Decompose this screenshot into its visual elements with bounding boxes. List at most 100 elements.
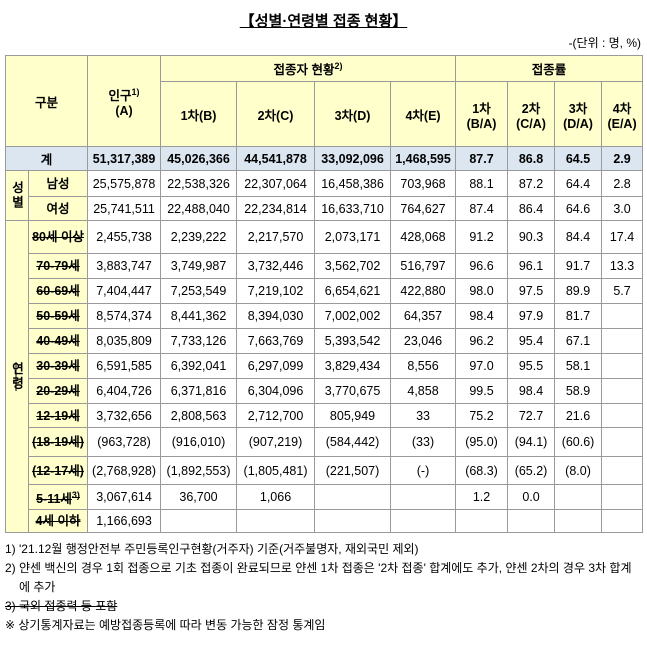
- footnote-ref: 3): [71, 489, 80, 500]
- title: 【성별·연령별 접종 현황】: [239, 13, 408, 30]
- header-text: 3차: [568, 101, 588, 116]
- cell: (60.6): [554, 427, 603, 457]
- cell: [390, 509, 457, 533]
- cell: 3,770,675: [314, 378, 392, 404]
- footnote: 2) 얀센 백신의 경우 1회 접종으로 기초 접종이 완료되므로 얀센 1차 …: [5, 561, 632, 594]
- cell: (8.0): [554, 456, 603, 485]
- row-label-text: 70-79세: [36, 259, 80, 273]
- cell: 764,627: [390, 196, 457, 221]
- row: 성별 남성 25,575,878 22,538,326 22,307,064 16,458…: [5, 170, 644, 221]
- cell: 99.5: [455, 378, 509, 404]
- cell: 64.5: [554, 146, 603, 171]
- cell: 7,219,102: [236, 278, 316, 304]
- table: 구분 인구1) (A) 접종자 현황2) 접종률 1차(B) 2차(C) 3차(D) 4…: [4, 55, 644, 533]
- cell: 7,663,769: [236, 328, 316, 354]
- cell: 58.9: [554, 378, 603, 404]
- cell: 422,880: [390, 278, 457, 304]
- header-cell: 2차 (C/A): [507, 81, 556, 147]
- cell: 87.2: [507, 170, 556, 197]
- row-label: (12-17세): [27, 456, 89, 485]
- cell: [601, 378, 644, 404]
- header-cell: 접종자 현황2): [160, 55, 457, 82]
- cell: 95.4: [507, 328, 556, 354]
- header-cell: 4차(E): [390, 81, 457, 147]
- cell: 91.7: [554, 253, 603, 279]
- cell: 87.4: [455, 196, 509, 221]
- row-label-text: 5-11세: [36, 492, 72, 507]
- header-text: (B/A): [466, 116, 497, 131]
- row: 5-11세3) 3,067,614 36,700 1,066 1.2 0.0: [6, 484, 644, 510]
- cell: 86.8: [507, 146, 556, 171]
- cell: (1,892,553): [160, 456, 238, 485]
- row-label-text: 80세 이상: [32, 230, 84, 244]
- cell: 13.3: [601, 253, 644, 279]
- cell: 1.2: [455, 484, 509, 510]
- cell: [554, 484, 603, 510]
- cell: 17.4: [601, 220, 644, 254]
- cell: 6,392,041: [160, 353, 238, 379]
- cell: (65.2): [507, 456, 556, 485]
- cell: 703,968: [390, 170, 457, 197]
- header-text: 4차: [612, 101, 632, 116]
- cell: 23,046: [390, 328, 457, 354]
- cell: (94.1): [507, 427, 556, 457]
- cell: [601, 303, 644, 329]
- cell: 84.4: [554, 220, 603, 254]
- cell: 64.4: [554, 170, 603, 197]
- row-label: 남성: [27, 170, 89, 197]
- cell: 1,066: [236, 484, 316, 510]
- cell: 67.1: [554, 328, 603, 354]
- cell: 5.7: [601, 278, 644, 304]
- cell: 98.4: [507, 378, 556, 404]
- row-label-text: 30-39세: [36, 359, 80, 373]
- cell: 3,562,702: [314, 253, 392, 279]
- cell: 45,026,366: [160, 146, 238, 171]
- cell: (2,768,928): [87, 456, 162, 485]
- cell: 64,357: [390, 303, 457, 329]
- cell: [601, 509, 644, 533]
- cell: (68.3): [455, 456, 509, 485]
- cell: 2,073,171: [314, 220, 392, 254]
- cell: 96.2: [455, 328, 509, 354]
- header: 구분 인구1) (A) 접종자 현황2) 접종률 1차(B) 2차(C) 3차(D) 4…: [4, 55, 644, 147]
- cell: 88.1: [455, 170, 509, 197]
- cell: 8,441,362: [160, 303, 238, 329]
- cell: 72.7: [507, 403, 556, 428]
- cell: (221,507): [314, 456, 392, 485]
- cell: 6,371,816: [160, 378, 238, 404]
- cell: 95.5: [507, 353, 556, 379]
- footnote: 1) '21.12월 행정안전부 주민등록인구현황(거주자) 기준(거주불명자,…: [5, 542, 419, 556]
- cell: 51,317,389: [87, 146, 162, 171]
- cell: 75.2: [455, 403, 509, 428]
- cell: 7,253,549: [160, 278, 238, 304]
- header-text: 1차: [472, 101, 491, 116]
- cell: (907,219): [236, 427, 316, 457]
- header-text: 2차: [521, 101, 541, 116]
- cell: 36,700: [160, 484, 238, 510]
- row-label-text: (18-19세): [32, 435, 84, 449]
- cell: 3.0: [601, 196, 644, 221]
- footnote-ref: 2): [334, 60, 343, 71]
- header-cell: 4차 (E/A): [601, 81, 644, 147]
- cell: 22,234,814: [236, 196, 316, 221]
- cell: (95.0): [455, 427, 509, 457]
- cell: 22,307,064: [236, 170, 316, 197]
- cell: 6,404,726: [87, 378, 162, 404]
- cell: 7,404,447: [87, 278, 162, 304]
- cell: [601, 403, 644, 428]
- cell: 44,541,878: [236, 146, 316, 171]
- cell: 1,166,693: [87, 509, 162, 533]
- cell: 98.4: [455, 303, 509, 329]
- cell: 16,458,386: [314, 170, 392, 197]
- cell: 33,092,096: [314, 146, 392, 171]
- row: 60-69세 7,404,447 7,253,549 7,219,102 6,654,6…: [6, 278, 644, 304]
- cell: (916,010): [160, 427, 238, 457]
- row-label-text: 20-29세: [36, 384, 80, 398]
- cell: 6,297,099: [236, 353, 316, 379]
- cell: [601, 427, 644, 457]
- cell: 4,858: [390, 378, 457, 404]
- cell: 3,067,614: [87, 484, 162, 510]
- row: 30-39세 6,591,585 6,392,041 6,297,099 3,829,4…: [6, 353, 644, 379]
- cell: (963,728): [87, 427, 162, 457]
